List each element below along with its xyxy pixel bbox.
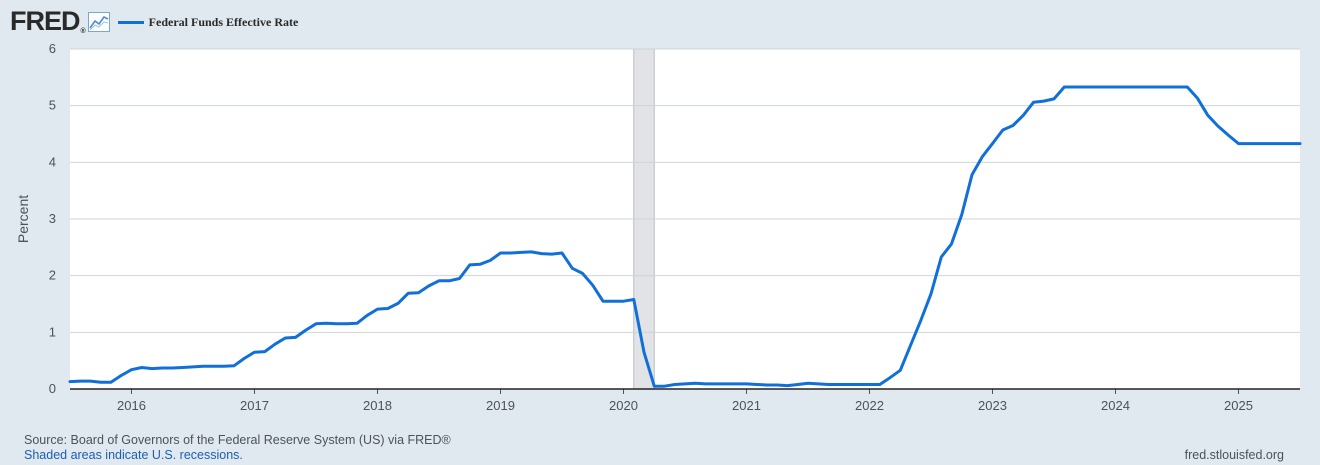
x-tick-label: 2017 <box>240 398 269 413</box>
y-axis-title: Percent <box>15 195 31 243</box>
y-tick-label: 6 <box>49 41 56 56</box>
x-tick-label: 2018 <box>363 398 392 413</box>
series-line <box>68 85 1302 388</box>
line-chart-icon <box>87 12 110 32</box>
x-tick-label: 2020 <box>609 398 638 413</box>
source-note: Source: Board of Governors of the Federa… <box>24 433 451 463</box>
y-tick-label: 3 <box>49 211 56 226</box>
x-tick-label: 2019 <box>486 398 515 413</box>
x-tick-label: 2024 <box>1101 398 1130 413</box>
fred-logo-text: FRED <box>10 5 80 36</box>
chart-legend: Federal Funds Effective Rate <box>117 14 299 30</box>
legend-swatch <box>117 20 144 24</box>
y-tick-label: 4 <box>49 154 56 169</box>
y-tick-label: 5 <box>49 98 56 113</box>
chart-header: FRED® Federal Funds Effective Rate <box>10 6 298 36</box>
site-url[interactable]: fred.stlouisfed.org <box>1184 448 1284 462</box>
source-text: Source: Board of Governors of the Federa… <box>24 433 451 447</box>
legend-label: Federal Funds Effective Rate <box>148 14 299 29</box>
y-tick-label: 2 <box>49 268 56 283</box>
y-tick-label: 1 <box>49 324 56 339</box>
x-tick-label: 2025 <box>1224 398 1253 413</box>
y-tick-label: 0 <box>49 381 56 396</box>
x-tick-label: 2022 <box>855 398 884 413</box>
fred-logo[interactable]: FRED® <box>10 5 86 36</box>
x-tick-label: 2016 <box>117 398 146 413</box>
registered-mark: ® <box>80 27 86 35</box>
recession-note[interactable]: Shaded areas indicate U.S. recessions. <box>24 448 243 462</box>
x-tick-label: 2021 <box>732 398 761 413</box>
x-tick-label: 2023 <box>978 398 1007 413</box>
